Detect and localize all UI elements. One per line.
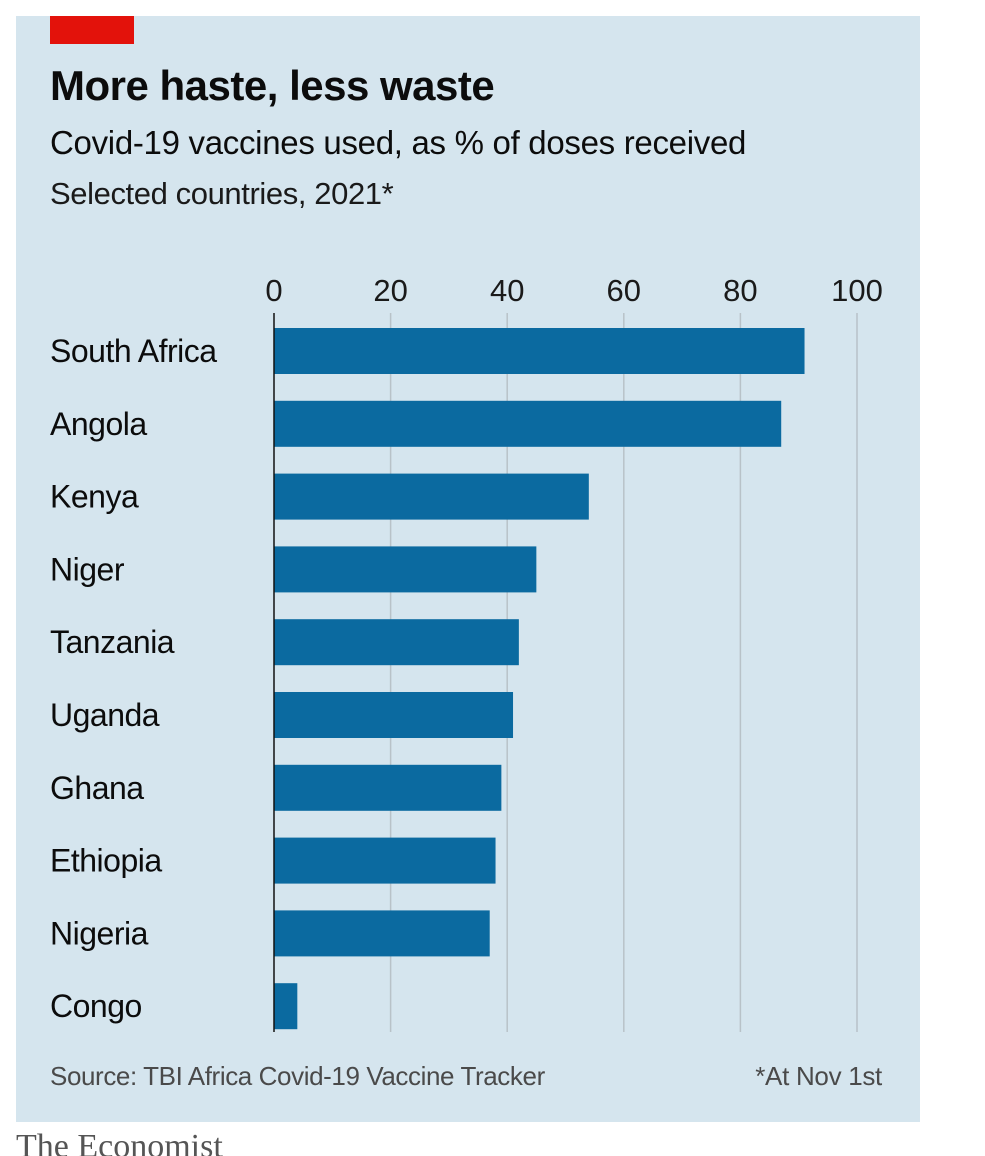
category-label-tanzania: Tanzania — [50, 624, 175, 660]
chart-subtitle: Covid-19 vaccines used, as % of doses re… — [50, 124, 747, 161]
bar-tanzania — [274, 619, 519, 666]
brand-wordmark: The Economist — [16, 1128, 223, 1156]
x-tick-label-60: 60 — [607, 273, 641, 308]
brand-red-tag — [50, 16, 134, 44]
category-label-angola: Angola — [50, 406, 147, 442]
x-tick-label-40: 40 — [490, 273, 524, 308]
x-tick-label-80: 80 — [723, 273, 757, 308]
chart-note: Selected countries, 2021* — [50, 176, 394, 211]
x-tick-label-20: 20 — [373, 273, 407, 308]
bar-kenya — [274, 473, 589, 520]
category-label-kenya: Kenya — [50, 479, 139, 515]
x-tick-label-100: 100 — [831, 273, 883, 308]
category-label-congo: Congo — [50, 988, 142, 1024]
bar-uganda — [274, 692, 514, 738]
category-label-niger: Niger — [50, 551, 125, 587]
bar-ethiopia — [274, 837, 496, 884]
footnote: *At Nov 1st — [755, 1061, 882, 1091]
bar-chart: 0 20 40 60 80 100 South Africa Angola Kenya Niger… — [50, 273, 883, 1032]
bar-niger — [274, 546, 537, 593]
category-label-ethiopia: Ethiopia — [50, 843, 162, 879]
bar-south-africa — [274, 328, 805, 374]
source-note: Source: TBI Africa Covid-19 Vaccine Trac… — [50, 1061, 545, 1091]
chart-panel: More haste, less waste Covid-19 vaccines… — [16, 16, 920, 1122]
bar-angola — [274, 400, 782, 447]
category-label-ghana: Ghana — [50, 770, 144, 806]
category-label-south-africa: South Africa — [50, 333, 217, 369]
bar-congo — [274, 983, 298, 1030]
category-label-nigeria: Nigeria — [50, 915, 149, 951]
category-label-uganda: Uganda — [50, 697, 160, 733]
x-tick-label-0: 0 — [265, 273, 282, 308]
bar-nigeria — [274, 910, 490, 957]
bar-ghana — [274, 764, 502, 811]
chart-title: More haste, less waste — [50, 62, 495, 109]
